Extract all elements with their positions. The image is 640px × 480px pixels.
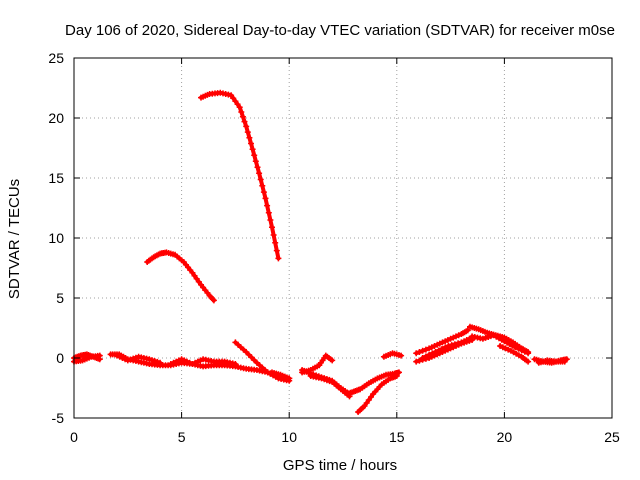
data-point xyxy=(251,152,258,159)
series-arc-7 xyxy=(269,369,293,382)
data-point xyxy=(238,109,245,115)
chart-title: Day 106 of 2020, Sidereal Day-to-day VTE… xyxy=(65,22,615,39)
data-point xyxy=(265,209,272,216)
data-point xyxy=(243,123,250,130)
data-point xyxy=(96,352,103,359)
data-point xyxy=(252,158,259,165)
data-point xyxy=(525,358,532,365)
data-point xyxy=(209,296,216,303)
data-point xyxy=(269,224,275,231)
data-point xyxy=(232,361,239,367)
series-arc-21 xyxy=(535,357,568,366)
series-arc-13 xyxy=(380,350,405,360)
data-point xyxy=(525,350,532,357)
data-point xyxy=(512,344,519,351)
y-tick-label: 25 xyxy=(48,50,64,66)
data-point xyxy=(419,355,426,361)
data-point xyxy=(429,350,436,357)
data-point xyxy=(396,369,402,376)
data-point xyxy=(259,182,266,189)
data-point xyxy=(262,195,269,202)
data-point xyxy=(521,348,528,355)
data-point xyxy=(426,352,433,358)
data-point xyxy=(270,232,277,238)
series-arc-4 xyxy=(114,352,164,366)
data-point xyxy=(244,129,251,136)
series-arc-14 xyxy=(413,327,471,357)
series-arc-6 xyxy=(232,339,293,384)
data-point xyxy=(210,297,217,304)
data-point xyxy=(413,358,420,365)
data-point xyxy=(275,255,282,262)
x-tick-label: 10 xyxy=(281,429,297,445)
series-arc-19 xyxy=(497,343,532,365)
data-point xyxy=(273,247,280,254)
data-point xyxy=(260,189,267,196)
data-point xyxy=(413,350,420,357)
x-tick-label: 20 xyxy=(497,429,513,445)
y-tick-label: -5 xyxy=(52,410,65,426)
data-point xyxy=(398,352,405,359)
data-point xyxy=(241,118,248,125)
data-point xyxy=(451,341,458,348)
data-point xyxy=(464,327,471,334)
data-point xyxy=(515,345,522,352)
data-point xyxy=(445,343,452,349)
data-point xyxy=(439,346,445,352)
data-point xyxy=(422,353,429,360)
series-arc-11 xyxy=(344,369,402,397)
data-point xyxy=(248,140,254,147)
y-tick-label: 5 xyxy=(56,290,64,306)
data-point xyxy=(435,347,442,354)
data-point xyxy=(442,344,449,351)
data-point xyxy=(239,113,246,120)
series-arc-upper-a xyxy=(198,89,282,262)
data-point xyxy=(416,357,423,364)
x-axis-label: GPS time / hours xyxy=(283,457,397,474)
x-tick-label: 15 xyxy=(389,429,405,445)
data-point xyxy=(286,375,293,382)
data-point xyxy=(249,146,256,153)
data-point xyxy=(432,349,439,355)
y-tick-label: 20 xyxy=(48,110,64,126)
data-point xyxy=(416,349,423,355)
x-tick-label: 25 xyxy=(604,429,620,445)
data-point xyxy=(246,134,253,141)
data-point xyxy=(518,347,525,354)
series-arc-18 xyxy=(469,332,532,357)
y-axis-label: SDTVAR / TECUs xyxy=(6,179,23,299)
series-arc-upper-b xyxy=(144,249,217,304)
series-arc-2 xyxy=(71,352,103,365)
y-tick-label: 0 xyxy=(56,350,64,366)
data-point xyxy=(448,342,455,349)
x-tick-label: 5 xyxy=(178,429,186,445)
data-point xyxy=(257,176,264,183)
data-point xyxy=(254,164,261,171)
data-point xyxy=(455,340,462,347)
data-point xyxy=(272,239,279,246)
data-point xyxy=(256,170,263,177)
axis-ticks: 0 5 10 15 20 25 -5 0 5 10 15 20 25 xyxy=(48,50,620,445)
data-point xyxy=(419,347,426,354)
data-point xyxy=(236,104,243,111)
series-arc-5 xyxy=(167,356,239,367)
series-arc-16 xyxy=(419,334,476,361)
series-arc-10 xyxy=(307,373,353,400)
data-point xyxy=(157,359,164,366)
y-tick-label: 10 xyxy=(48,230,64,246)
data-point xyxy=(264,202,271,209)
x-tick-label: 0 xyxy=(70,429,78,445)
data-point xyxy=(422,346,429,353)
data-point xyxy=(329,357,336,364)
series-arc-12 xyxy=(355,373,400,415)
data-point xyxy=(393,373,400,379)
y-tick-label: 15 xyxy=(48,170,64,186)
data-point xyxy=(561,358,568,365)
series-group xyxy=(71,89,570,415)
data-point xyxy=(267,217,274,223)
